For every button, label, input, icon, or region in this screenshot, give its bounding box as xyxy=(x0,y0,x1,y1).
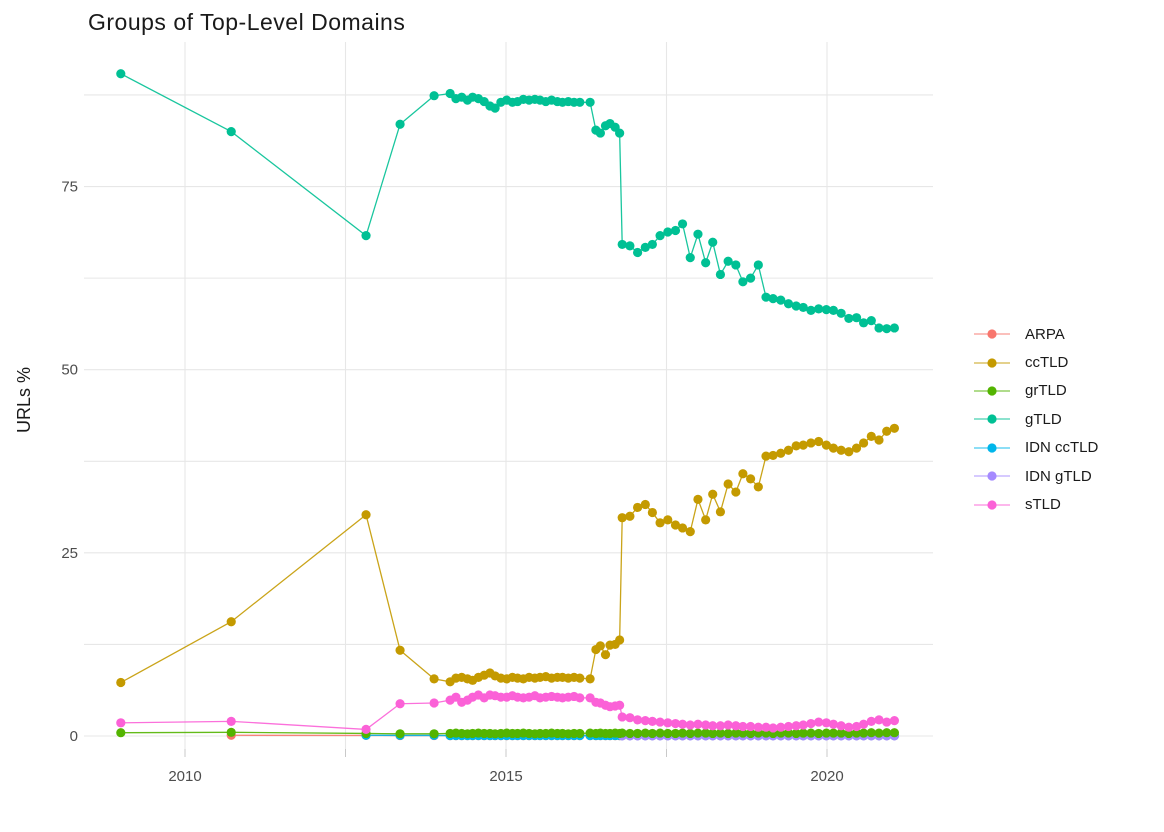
svg-text:75: 75 xyxy=(61,179,78,196)
gridlines xyxy=(84,42,933,749)
legend-item-label: grTLD xyxy=(1025,382,1067,400)
svg-text:25: 25 xyxy=(61,545,78,562)
legend-item-label: gTLD xyxy=(1025,410,1062,428)
legend-key-icon xyxy=(974,471,1010,481)
legend-key-icon xyxy=(974,329,1010,339)
legend-item-label: IDN gTLD xyxy=(1025,467,1092,485)
y-axis-title: URLs % xyxy=(14,367,34,433)
legend-item-label: sTLD xyxy=(1025,496,1061,514)
legend-item: IDN gTLD xyxy=(973,462,1098,490)
legend-item: gTLD xyxy=(973,405,1098,433)
legend-item: IDN ccTLD xyxy=(973,434,1098,462)
legend-key-icon xyxy=(974,443,1010,453)
legend: ARPA ccTLD grTLD gTLD xyxy=(973,320,1098,519)
legend-item: sTLD xyxy=(973,490,1098,518)
legend-item: grTLD xyxy=(973,377,1098,405)
svg-text:0: 0 xyxy=(70,728,78,745)
legend-key-icon xyxy=(974,499,1010,510)
legend-item: ccTLD xyxy=(973,348,1098,376)
svg-text:2015: 2015 xyxy=(489,768,522,785)
legend-key-icon xyxy=(974,414,1010,424)
legend-item-label: ccTLD xyxy=(1025,354,1069,372)
legend-key-icon xyxy=(974,357,1010,368)
legend-item-label: ARPA xyxy=(1025,325,1065,343)
legend-item-label: IDN ccTLD xyxy=(1025,439,1099,457)
data-series xyxy=(116,69,900,741)
svg-text:2020: 2020 xyxy=(810,768,843,785)
axis-ticks xyxy=(184,749,828,757)
svg-text:50: 50 xyxy=(61,362,78,379)
legend-item: ARPA xyxy=(973,320,1098,348)
legend-key-icon xyxy=(974,386,1010,396)
svg-text:2010: 2010 xyxy=(168,768,201,785)
axis-tick-labels: 0 25 50 75 2010 2015 2020 xyxy=(61,179,843,785)
chart-title: Groups of Top-Level Domains xyxy=(88,9,405,35)
